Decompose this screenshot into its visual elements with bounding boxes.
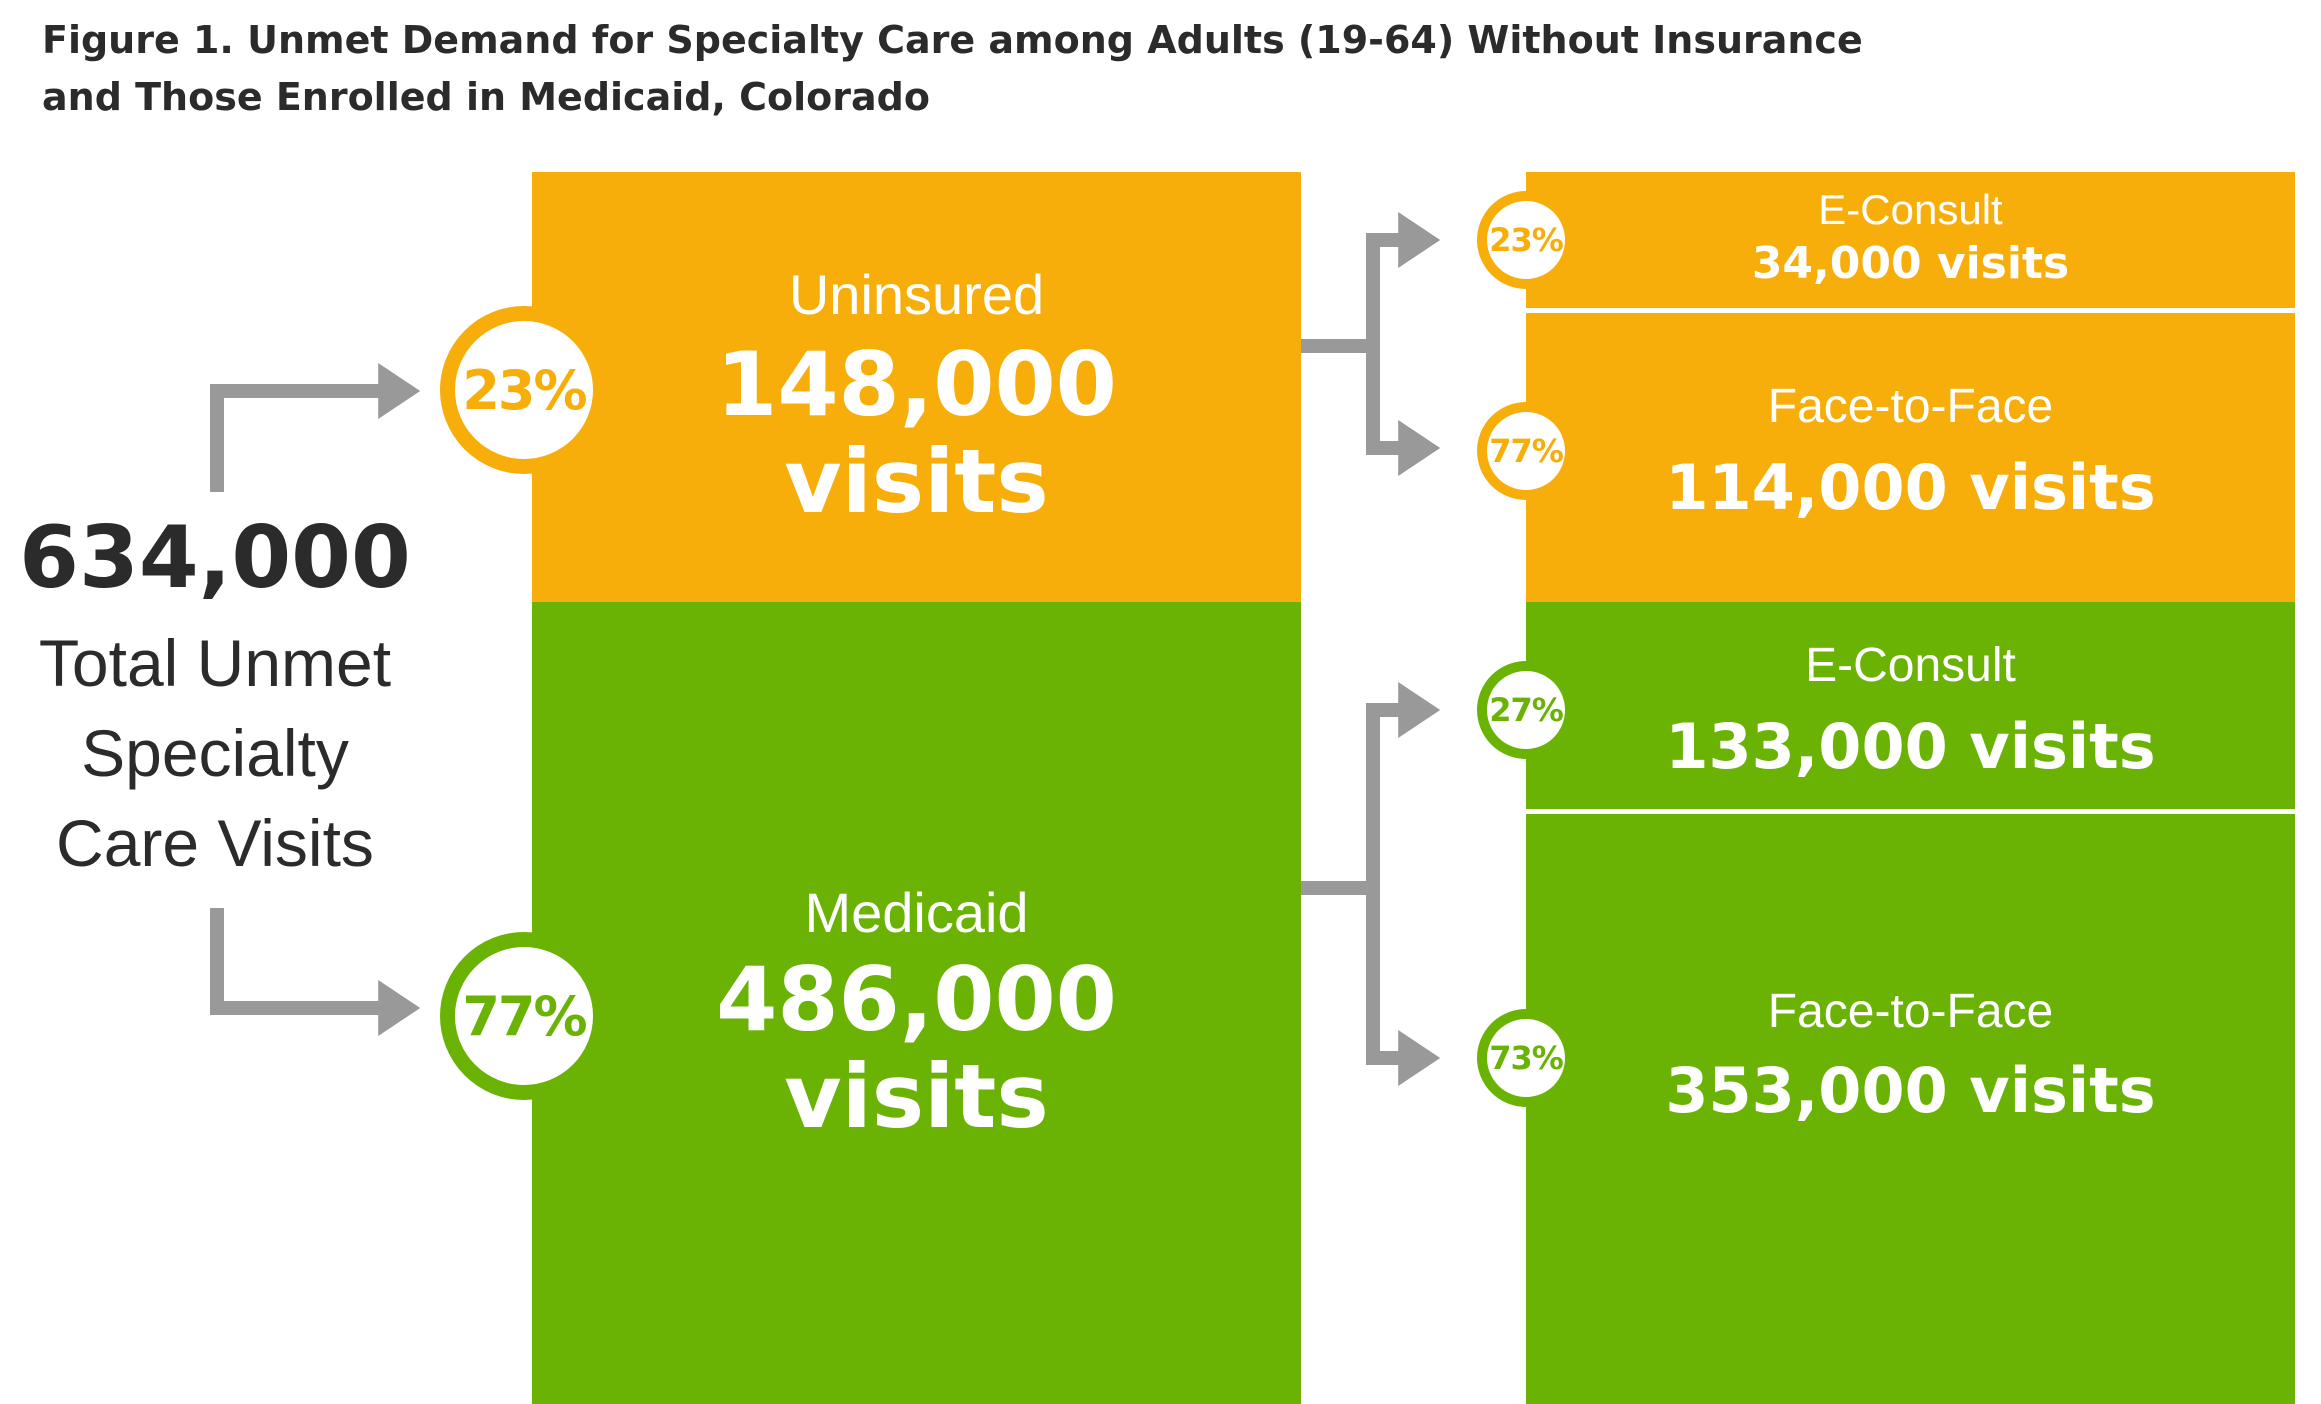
medicaid-face-label: Face-to-Face bbox=[1767, 985, 2054, 1038]
uninsured-label: Uninsured bbox=[788, 263, 1045, 326]
medicaid-econsult-block: E-Consult 133,000 visits bbox=[1526, 602, 2295, 809]
arrow-total-to-medicaid bbox=[210, 908, 421, 1036]
uninsured-econsult-share-circle: 23% bbox=[1477, 191, 1575, 289]
arrow-uninsured-to-econsult bbox=[1366, 212, 1441, 346]
medicaid-value: 486,000 bbox=[716, 948, 1117, 1051]
total-label-line2: Specialty bbox=[81, 716, 349, 790]
uninsured-face-label: Face-to-Face bbox=[1767, 380, 2054, 433]
total-visits-value: 634,000 bbox=[19, 508, 411, 608]
figure-title-line1: Figure 1. Unmet Demand for Specialty Car… bbox=[42, 18, 1863, 62]
arrow-medicaid-to-face bbox=[1366, 888, 1441, 1086]
uninsured-face-value: 114,000 visits bbox=[1665, 451, 2156, 524]
medicaid-econsult-label: E-Consult bbox=[1805, 639, 2016, 692]
figure-title: Figure 1. Unmet Demand for Specialty Car… bbox=[42, 12, 2242, 126]
total-label-line1: Total Unmet bbox=[38, 626, 392, 700]
medicaid-share-circle: 77% bbox=[440, 932, 608, 1100]
arrow-uninsured-to-face bbox=[1366, 346, 1441, 476]
medicaid-unit: visits bbox=[784, 1045, 1049, 1148]
medicaid-face-share-circle: 73% bbox=[1477, 1009, 1575, 1107]
medicaid-face-block: Face-to-Face 353,000 visits bbox=[1526, 814, 2295, 1404]
uninsured-econsult-label: E-Consult bbox=[1818, 186, 2003, 233]
total-label-line3: Care Visits bbox=[56, 806, 374, 880]
uninsured-value: 148,000 bbox=[716, 333, 1117, 436]
medicaid-label: Medicaid bbox=[804, 881, 1029, 944]
uninsured-unit: visits bbox=[784, 430, 1049, 533]
uninsured-share-circle: 23% bbox=[440, 306, 608, 474]
figure-title-line2: and Those Enrolled in Medicaid, Colorado bbox=[42, 75, 930, 119]
arrow-medicaid-to-econsult bbox=[1366, 682, 1441, 888]
arrow-total-to-uninsured bbox=[210, 363, 421, 492]
uninsured-face-share-circle: 77% bbox=[1477, 402, 1575, 500]
uninsured-econsult-value: 34,000 visits bbox=[1751, 238, 2070, 289]
uninsured-face-block: Face-to-Face 114,000 visits bbox=[1526, 313, 2295, 602]
medicaid-econsult-share-circle: 27% bbox=[1477, 661, 1575, 759]
medicaid-face-value: 353,000 visits bbox=[1665, 1054, 2156, 1127]
uninsured-block: Uninsured 148,000 visits bbox=[532, 172, 1301, 602]
uninsured-econsult-block: E-Consult 34,000 visits bbox=[1526, 172, 2295, 308]
total-visits-label: Total Unmet Specialty Care Visits bbox=[0, 618, 430, 888]
medicaid-econsult-value: 133,000 visits bbox=[1665, 710, 2156, 783]
medicaid-block: Medicaid 486,000 visits bbox=[532, 602, 1301, 1404]
